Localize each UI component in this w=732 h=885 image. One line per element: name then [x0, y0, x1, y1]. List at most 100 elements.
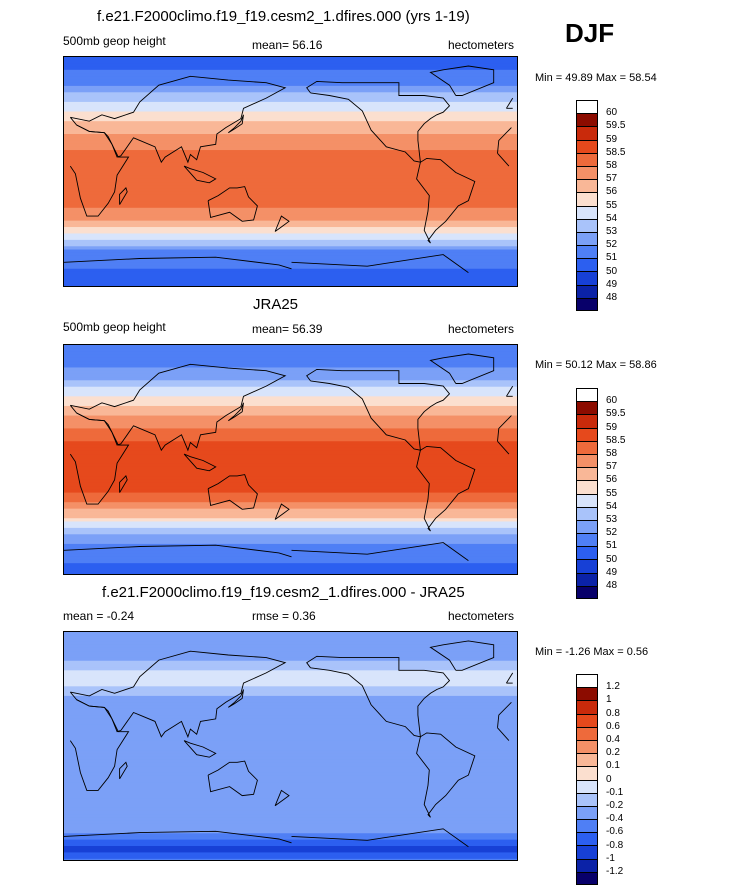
contour-band: [64, 833, 517, 838]
contour-band: [64, 95, 517, 100]
contour-band: [64, 217, 517, 222]
colorbar-label: 58.5: [606, 146, 626, 158]
panel-1-map: [63, 56, 518, 287]
contour-band: [64, 801, 517, 806]
contour-band: [64, 798, 517, 802]
colorbar-swatch: [576, 493, 598, 507]
contour-band: [64, 810, 517, 815]
colorbar-swatch: [576, 845, 598, 859]
contour-band: [64, 543, 517, 548]
contour-band: [64, 644, 517, 649]
contour-band: [64, 492, 517, 497]
coastline: [497, 727, 510, 741]
contour-band: [64, 737, 517, 742]
coastline: [207, 186, 258, 222]
coastline: [497, 701, 512, 728]
contour-band: [64, 772, 517, 777]
contour-band: [64, 663, 517, 668]
contour-band: [64, 124, 517, 129]
contour-band: [64, 389, 517, 394]
contour-band: [64, 670, 517, 675]
contour-band: [64, 559, 517, 564]
panel-2-minmax: Min = 50.12 Max = 58.86: [535, 359, 657, 371]
contour-band: [64, 79, 517, 84]
contour-band: [64, 505, 517, 510]
panel-1-minmax: Min = 49.89 Max = 58.54: [535, 72, 657, 84]
coastline: [306, 80, 451, 163]
contour-band: [64, 466, 517, 471]
contour-band: [64, 527, 517, 532]
contour-band: [64, 230, 517, 235]
contour-band: [64, 794, 517, 799]
colorbar-swatch: [576, 284, 598, 298]
contour-band: [64, 89, 517, 93]
coastline: [429, 65, 495, 96]
colorbar-label: 1.2: [606, 681, 620, 693]
contour-band: [64, 470, 517, 474]
contour-band: [64, 402, 517, 407]
coastline: [306, 368, 451, 451]
contour-band: [64, 788, 517, 793]
colorbar-swatch: [576, 519, 598, 534]
contour-band: [64, 699, 517, 703]
contour-band: [64, 92, 517, 97]
colorbar-label: 49: [606, 278, 618, 290]
colorbar-label: 58: [606, 160, 618, 171]
contour-band: [64, 159, 517, 164]
coastline: [119, 475, 128, 493]
contour-band: [64, 842, 517, 847]
contour-band: [64, 69, 517, 74]
contour-band: [64, 150, 517, 154]
contour-band: [64, 425, 517, 430]
colorbar-swatch: [576, 113, 598, 127]
contour-band: [64, 502, 517, 507]
colorbar-swatch: [576, 506, 598, 520]
colorbar-label: 56: [606, 186, 618, 198]
colorbar-label: 0.6: [606, 720, 620, 732]
colorbar-label: 1: [606, 694, 612, 706]
contour-band: [64, 635, 517, 639]
contour-band: [64, 143, 517, 148]
contour-band: [64, 537, 517, 542]
contour-band: [64, 740, 517, 745]
colorbar-swatch: [576, 480, 598, 494]
contour-band: [64, 651, 517, 655]
contour-band: [64, 823, 517, 828]
colorbar-label: 52: [606, 239, 618, 251]
contour-band: [64, 775, 517, 780]
contour-band: [64, 239, 517, 244]
coastline: [69, 363, 287, 452]
colorbar-label: 49: [606, 566, 618, 578]
coastline: [291, 542, 469, 561]
contour-band: [64, 460, 517, 465]
contour-band: [64, 262, 517, 267]
contour-band: [64, 486, 517, 490]
contour-band: [64, 63, 517, 68]
colorbar-swatch: [576, 533, 598, 547]
coastline: [69, 412, 130, 505]
colorbar-label: 0.1: [606, 760, 620, 772]
contour-band: [64, 743, 517, 748]
contour-band: [64, 814, 517, 818]
contour-band: [64, 265, 517, 270]
colorbar-label: 50: [606, 553, 618, 565]
colorbar-swatch: [576, 858, 598, 872]
contour-band: [64, 380, 517, 385]
colorbar-swatch: [576, 805, 598, 820]
contour-band: [64, 769, 517, 774]
contour-band: [64, 354, 517, 359]
contour-band: [64, 418, 517, 423]
panel-2-units-label: hectometers: [448, 322, 515, 336]
coastline: [274, 215, 290, 232]
colorbar-label: 60: [606, 107, 618, 119]
colorbar-swatch: [576, 572, 598, 586]
colorbar-label: 60: [606, 395, 618, 407]
contour-band: [64, 249, 517, 254]
colorbar-label: 54: [606, 212, 618, 224]
colorbar-label: 51: [606, 540, 618, 552]
contour-band: [64, 140, 517, 145]
contour-band: [64, 428, 517, 433]
contour-band: [64, 361, 517, 365]
contour-band: [64, 134, 517, 138]
panel-1-colorbar: [576, 100, 598, 311]
